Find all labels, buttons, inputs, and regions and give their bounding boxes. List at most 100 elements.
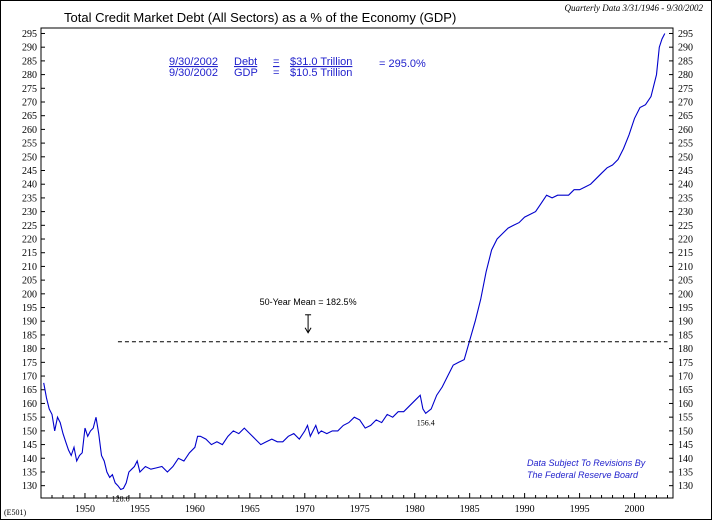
debt-date: 9/30/2002: [169, 56, 218, 68]
y-tick-label-left: 280: [22, 70, 37, 81]
y-tick-label-right: 200: [678, 289, 693, 300]
y-tick-label-right: 205: [678, 276, 693, 287]
y-tick-label-right: 245: [678, 166, 693, 177]
y-tick-label-right: 250: [678, 152, 693, 163]
gdp-date: 9/30/2002: [169, 67, 218, 79]
x-axis: 1950 1955 1960 1965 1970 1975 1980 1985 1990 1995…: [40, 493, 669, 515]
y-tick-label-right: 265: [678, 111, 693, 122]
chart-title: Total Credit Market Debt (All Sectors) a…: [64, 10, 456, 25]
y-tick-label-left: 210: [22, 262, 37, 273]
point-label: 156.4: [417, 418, 435, 427]
y-tick-label-left: 170: [22, 372, 37, 383]
y-tick-label-right: 175: [678, 358, 693, 369]
y-tick-label-right: 150: [678, 426, 693, 437]
note-line-1: Data Subject To Revisions By: [527, 458, 646, 468]
x-tick-label: 1975: [350, 504, 370, 515]
chart-subtitle: Quarterly Data 3/31/1946 - 9/30/2002: [565, 3, 704, 13]
info-box: 9/30/2002 Debt = $31.0 Trillion 9/30/200…: [169, 56, 426, 79]
chart-id: (E501): [4, 508, 27, 517]
y-tick-label-left: 230: [22, 207, 37, 218]
y-tick-label-left: 175: [22, 358, 37, 369]
y-tick-label-left: 185: [22, 330, 37, 341]
y-tick-label-left: 240: [22, 180, 37, 191]
y-tick-label-right: 235: [678, 193, 693, 204]
y-tick-label-left: 140: [22, 454, 37, 465]
y-tick-label-right: 190: [678, 317, 693, 328]
y-tick-label-left: 295: [22, 29, 37, 40]
y-tick-label-right: 290: [678, 43, 693, 54]
y-tick-label-right: 260: [678, 125, 693, 136]
y-tick-label-left: 165: [22, 385, 37, 396]
y-tick-label-left: 135: [22, 467, 37, 478]
y-tick-label-right: 180: [678, 344, 693, 355]
y-tick-label-left: 235: [22, 193, 37, 204]
point-labels-layer: 128.6 156.4: [112, 418, 435, 503]
x-tick-label: 2000: [625, 504, 645, 515]
y-tick-label-left: 265: [22, 111, 37, 122]
x-tick-label: 1970: [295, 504, 315, 515]
y-tick-label-right: 170: [678, 372, 693, 383]
y-tick-label-left: 150: [22, 426, 37, 437]
y-tick-label-left: 275: [22, 84, 37, 95]
y-tick-label-left: 260: [22, 125, 37, 136]
y-tick-label-left: 160: [22, 399, 37, 410]
y-tick-label-left: 180: [22, 344, 37, 355]
y-tick-label-left: 215: [22, 248, 37, 259]
y-tick-label-right: 130: [678, 481, 693, 492]
mean-layer: 50-Year Mean = 182.5%: [117, 297, 668, 343]
debt-value: $31.0 Trillion: [290, 56, 352, 68]
y-tick-label-right: 280: [678, 70, 693, 81]
point-label: 128.6: [112, 495, 130, 504]
y-tick-label-right: 215: [678, 248, 693, 259]
y-tick-label-left: 220: [22, 235, 37, 246]
y-tick-label-right: 295: [678, 29, 693, 40]
x-tick-label: 1955: [130, 504, 150, 515]
mean-label: 50-Year Mean = 182.5%: [260, 297, 357, 307]
ratio-value: = 295.0%: [379, 58, 426, 70]
y-tick-label-right: 135: [678, 467, 693, 478]
y-tick-label-right: 140: [678, 454, 693, 465]
y-tick-label-left: 250: [22, 152, 37, 163]
y-tick-label-left: 225: [22, 221, 37, 232]
y-tick-label-right: 270: [678, 97, 693, 108]
y-tick-label-right: 225: [678, 221, 693, 232]
mean-arrow-head: [304, 327, 312, 334]
note-line-2: The Federal Reserve Board: [527, 470, 639, 480]
debt-eq: =: [273, 56, 279, 68]
y-tick-label-left: 290: [22, 43, 37, 54]
y-tick-label-right: 240: [678, 180, 693, 191]
y-tick-label-right: 160: [678, 399, 693, 410]
y-tick-label-left: 155: [22, 413, 37, 424]
y-tick-label-right: 275: [678, 84, 693, 95]
y-tick-label-left: 195: [22, 303, 37, 314]
y-tick-label-right: 195: [678, 303, 693, 314]
y-tick-label-right: 230: [678, 207, 693, 218]
y-tick-label-left: 130: [22, 481, 37, 492]
gdp-eq: =: [273, 67, 279, 79]
y-tick-label-left: 285: [22, 56, 37, 67]
y-tick-label-left: 145: [22, 440, 37, 451]
y-tick-label-left: 200: [22, 289, 37, 300]
y-tick-label-right: 285: [678, 56, 693, 67]
x-tick-label: 1960: [185, 504, 205, 515]
revision-note: Data Subject To Revisions By The Federal…: [527, 458, 646, 480]
debt-name: Debt: [234, 56, 257, 68]
y-tick-label-left: 255: [22, 139, 37, 150]
y-tick-label-right: 145: [678, 440, 693, 451]
gdp-name: GDP: [234, 67, 258, 79]
y-tick-label-right: 210: [678, 262, 693, 273]
x-tick-label: 1985: [460, 504, 480, 515]
x-tick-label: 1990: [515, 504, 535, 515]
x-tick-label: 1965: [240, 504, 260, 515]
series-line-debt-to-gdp: [43, 33, 666, 491]
x-tick-label: 1995: [570, 504, 590, 515]
y-tick-label-right: 155: [678, 413, 693, 424]
plot-area: [40, 27, 674, 499]
y-axis: 130 130 135 135 140 140 145 145 150 150 155 155 160 1…: [22, 29, 693, 492]
series-layer: [43, 33, 666, 491]
y-tick-label-right: 165: [678, 385, 693, 396]
x-tick-label: 1980: [405, 504, 425, 515]
x-tick-label: 1950: [75, 504, 95, 515]
